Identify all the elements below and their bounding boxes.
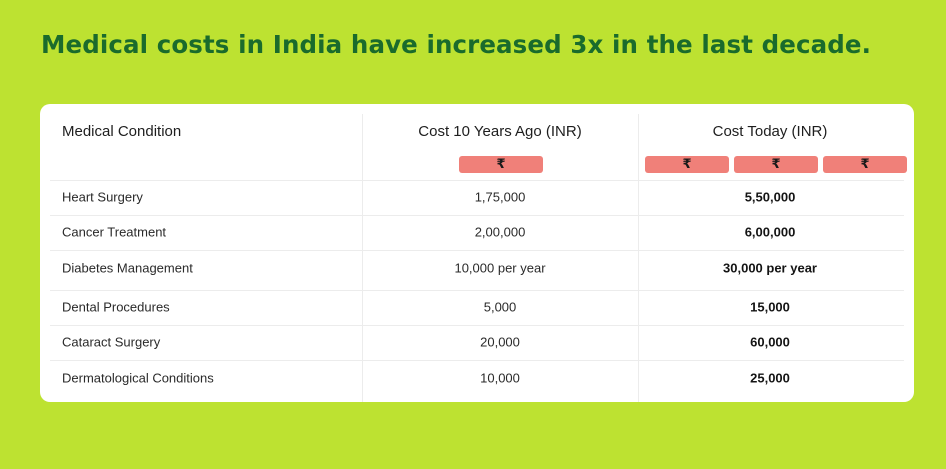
row-cost-past: 2,00,000	[474, 224, 526, 240]
row-cost-today: 60,000	[750, 334, 790, 350]
row-cost-past: 5,000	[483, 299, 517, 315]
row-divider	[50, 180, 904, 181]
row-divider	[50, 290, 904, 291]
row-cost-today: 30,000 per year	[723, 260, 817, 276]
row-cost-today: 15,000	[750, 299, 790, 315]
rupee-icon: ₹	[459, 156, 543, 173]
page-headline: Medical costs in India have increased 3x…	[41, 30, 872, 59]
header-cost-today: Cost Today (INR)	[712, 123, 828, 140]
row-condition-diabetes-management: Diabetes Management	[62, 260, 193, 276]
row-cost-today: 25,000	[750, 370, 790, 386]
row-cost-past: 1,75,000	[474, 189, 526, 205]
row-cost-today: 5,50,000	[744, 189, 796, 205]
row-cost-past: 10,000	[480, 370, 520, 386]
row-divider	[50, 325, 904, 326]
rupee-icon: ₹	[734, 156, 818, 173]
header-medical-condition: Medical Condition	[62, 123, 182, 140]
row-condition-dermatological-conditions: Dermatological Conditions	[62, 370, 214, 386]
row-condition-cancer-treatment: Cancer Treatment	[62, 224, 167, 240]
row-condition-cataract-surgery: Cataract Surgery	[62, 334, 161, 350]
row-cost-today: 6,00,000	[744, 224, 796, 240]
row-divider	[50, 250, 904, 251]
row-condition-heart-surgery: Heart Surgery	[62, 189, 143, 205]
row-divider	[50, 215, 904, 216]
cost-comparison-table: Medical Condition Cost 10 Years Ago (INR…	[40, 104, 914, 402]
rupee-icon: ₹	[645, 156, 729, 173]
row-cost-past: 10,000 per year	[454, 260, 546, 276]
row-divider	[50, 360, 904, 361]
rupee-icon: ₹	[823, 156, 907, 173]
row-condition-dental-procedures: Dental Procedures	[62, 299, 170, 315]
column-divider	[638, 114, 639, 402]
header-cost-10-years-ago: Cost 10 Years Ago (INR)	[418, 123, 582, 140]
row-cost-past: 20,000	[480, 334, 520, 350]
column-divider	[362, 114, 363, 402]
